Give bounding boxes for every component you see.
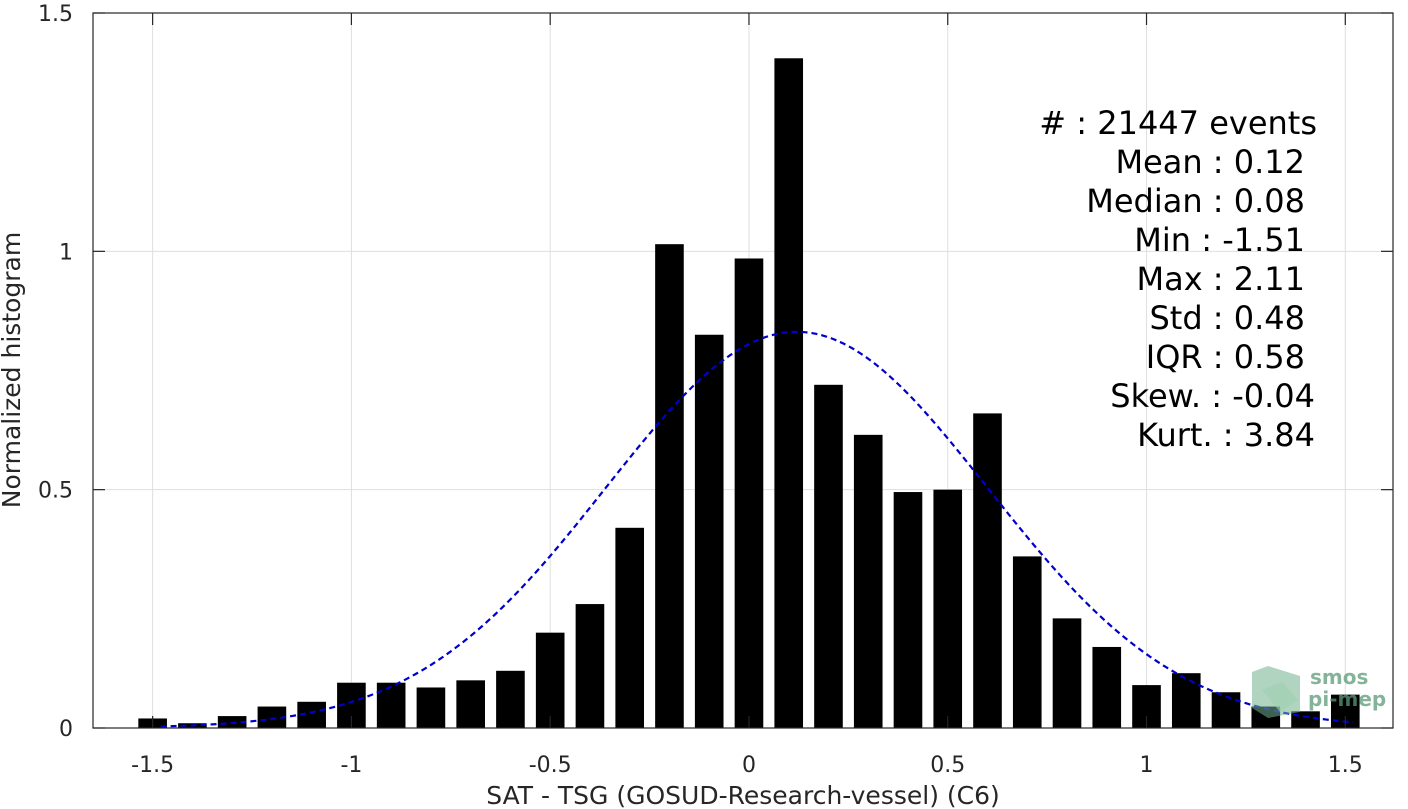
logo-mark-icon-inner xyxy=(1262,682,1298,712)
bar-21 xyxy=(973,413,1002,728)
y-tick-label-0: 0 xyxy=(59,717,73,742)
stat-line-7: Skew. : -0.04 xyxy=(1110,377,1315,415)
x-axis-label: SAT - TSG (GOSUD-Research-vessel) (C6) xyxy=(486,781,1000,809)
x-tick-label-5: 1 xyxy=(1140,753,1154,778)
bar-12 xyxy=(615,527,645,728)
y-axis-label: Normalized histogram xyxy=(0,232,26,508)
bar-27 xyxy=(1211,692,1241,728)
bar-7 xyxy=(416,687,446,728)
y-tick-label-3: 1.5 xyxy=(38,2,73,27)
bar-22 xyxy=(1012,556,1042,728)
bar-13 xyxy=(655,244,684,728)
stat-line-1: Mean : 0.12 xyxy=(1115,143,1305,181)
bar-9 xyxy=(496,670,525,728)
smos-pi-mep-logo: smos pi-mep xyxy=(1252,665,1386,718)
bar-11 xyxy=(575,604,605,728)
gaussian-fit-curve xyxy=(160,330,1354,728)
axes xyxy=(92,12,1394,729)
bar-16 xyxy=(774,58,804,729)
bar-10 xyxy=(535,632,565,728)
bar-6 xyxy=(376,682,406,728)
bars xyxy=(138,58,1360,729)
bar-3 xyxy=(257,706,287,728)
plot-box xyxy=(92,12,1394,729)
y-tick-labels: 0 0.5 1 1.5 xyxy=(38,2,73,742)
x-tick-label-1: -1 xyxy=(340,753,362,778)
stat-line-0: # : 21447 events xyxy=(1039,104,1317,142)
x-tick-label-3: 0 xyxy=(742,753,756,778)
x-tick-labels: -1.5 -1 -0.5 0 0.5 1 1.5 xyxy=(131,753,1363,778)
logo-line-1: smos xyxy=(1310,665,1368,689)
bar-29 xyxy=(1291,711,1320,728)
stat-line-8: Kurt. : 3.84 xyxy=(1137,416,1315,454)
stat-line-2: Median : 0.08 xyxy=(1086,182,1305,220)
stat-line-6: IQR : 0.58 xyxy=(1146,338,1305,376)
bar-19 xyxy=(893,492,923,728)
bar-23 xyxy=(1052,618,1082,728)
bar-24 xyxy=(1092,646,1122,728)
bar-14 xyxy=(694,334,724,728)
x-tick-label-4: 0.5 xyxy=(930,753,965,778)
bar-20 xyxy=(933,489,963,728)
bar-8 xyxy=(456,680,485,728)
bar-26 xyxy=(1171,673,1201,728)
bar-15 xyxy=(734,258,764,728)
x-tick-label-2: -0.5 xyxy=(529,753,572,778)
bar-18 xyxy=(853,434,883,728)
bar-17 xyxy=(814,384,843,728)
y-tick-label-1: 0.5 xyxy=(38,479,73,504)
x-tick-label-6: 1.5 xyxy=(1328,753,1363,778)
stat-line-4: Max : 2.11 xyxy=(1136,260,1305,298)
logo-line-2: pi-mep xyxy=(1308,687,1386,711)
y-tick-label-2: 1 xyxy=(59,240,73,265)
stat-line-5: Std : 0.48 xyxy=(1149,299,1305,337)
stat-line-3: Min : -1.51 xyxy=(1134,221,1305,259)
x-tick-label-0: -1.5 xyxy=(131,753,174,778)
